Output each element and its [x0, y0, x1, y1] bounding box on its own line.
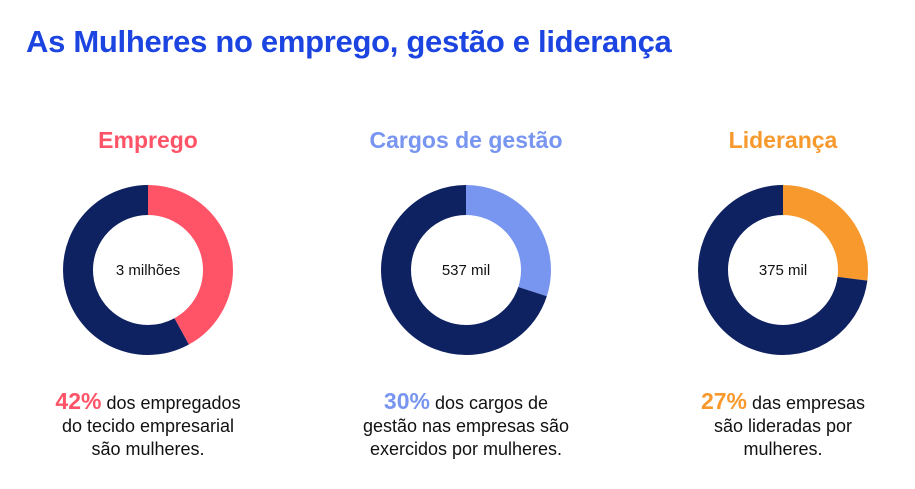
donut-chart: 3 milhões	[63, 185, 233, 355]
donut-slice-outros	[698, 185, 868, 355]
desc-line: gestão nas empresas são	[362, 416, 570, 436]
chart-description: 42% dos empregados do tecido empresarial…	[0, 390, 298, 461]
desc-line: do tecido empresarial	[61, 416, 235, 436]
desc-line: das empresas	[752, 393, 866, 413]
donut-chart: 375 mil	[698, 185, 868, 355]
chart-lideranca: Liderança 375 mil 27% das empresas são l…	[633, 0, 915, 489]
desc-line: são mulheres.	[91, 439, 205, 459]
chart-cargos-gestao: Cargos de gestão 537 mil 30% dos cargos …	[316, 0, 616, 489]
chart-title: Emprego	[98, 127, 198, 153]
desc-line: mulheres.	[743, 439, 823, 459]
desc-line: dos empregados	[106, 393, 241, 413]
desc-line: exercidos por mulheres.	[369, 439, 563, 459]
chart-title: Liderança	[728, 127, 838, 153]
percent-label: 30%	[383, 388, 430, 414]
desc-line: dos cargos de	[434, 393, 549, 413]
percent-label: 42%	[55, 388, 102, 414]
center-label: 375 mil	[759, 262, 807, 279]
donut-slice-outros	[63, 185, 233, 355]
donut-chart: 537 mil	[381, 185, 551, 355]
desc-line: são lideradas por	[713, 416, 853, 436]
center-label: 537 mil	[442, 262, 490, 279]
chart-description: 30% dos cargos de gestão nas empresas sã…	[316, 390, 616, 461]
chart-title: Cargos de gestão	[369, 127, 563, 153]
center-label: 3 milhões	[116, 262, 180, 279]
chart-description: 27% das empresas são lideradas por mulhe…	[633, 390, 915, 461]
chart-emprego: Emprego 3 milhões 42% dos empregados do …	[0, 0, 298, 489]
donut-slice-outros	[381, 185, 551, 355]
page-title: As Mulheres no emprego, gestão e lideran…	[26, 24, 672, 59]
percent-label: 27%	[700, 388, 747, 414]
